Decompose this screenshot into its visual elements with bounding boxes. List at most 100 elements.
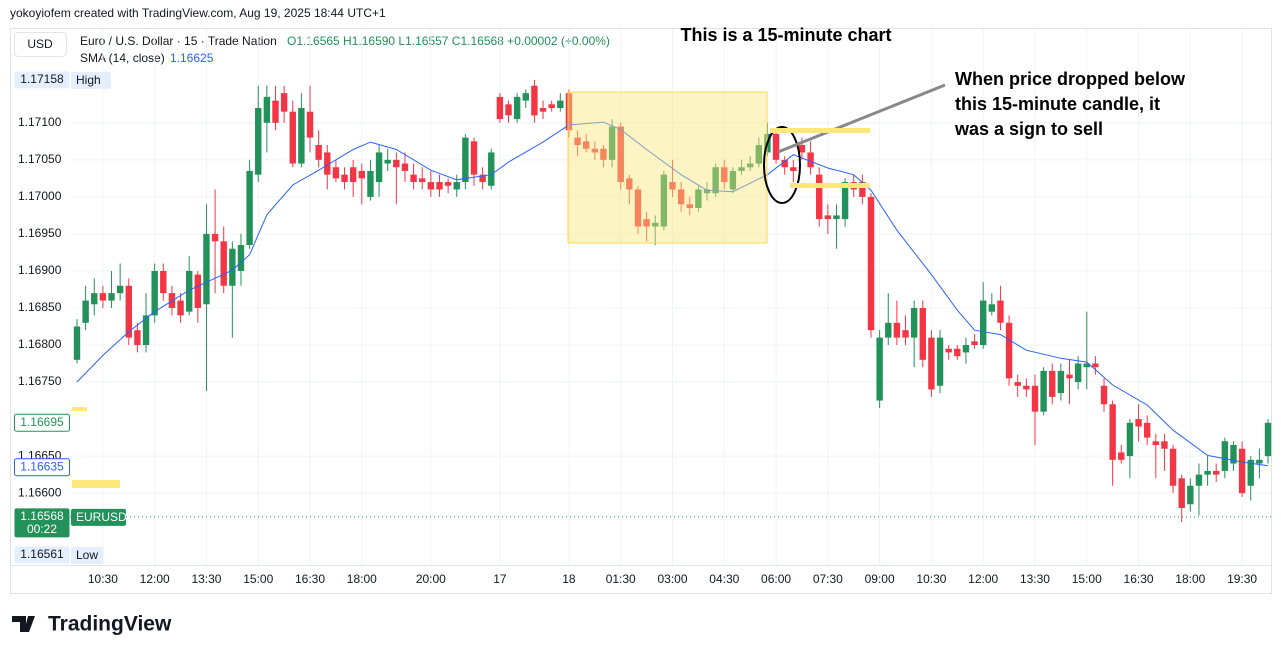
y-tick-label: 1.16850 xyxy=(18,300,62,314)
candle-body xyxy=(341,174,348,183)
candle-body xyxy=(246,170,253,246)
candle-body xyxy=(324,152,331,175)
candle-body xyxy=(1118,452,1125,460)
candle-body xyxy=(876,337,883,401)
arrow-line xyxy=(777,83,946,154)
candle-body xyxy=(539,107,547,112)
candle-body xyxy=(1005,322,1013,379)
x-tick-label: 12:00 xyxy=(140,572,170,586)
candle-body xyxy=(798,145,806,153)
candle-body xyxy=(695,189,702,208)
candle-body xyxy=(1135,419,1142,427)
price-tag-label: High xyxy=(76,73,101,87)
x-tick-label: 17 xyxy=(493,572,507,586)
indicator-value: 1.16625 xyxy=(170,51,214,65)
price-tag-label: Low xyxy=(76,548,98,562)
level-marker xyxy=(770,128,870,133)
candle-body xyxy=(1152,441,1160,446)
candle-body xyxy=(945,348,952,353)
candle-body xyxy=(479,174,486,183)
candle-body xyxy=(1187,485,1194,505)
candle-body xyxy=(194,274,202,308)
candle-body xyxy=(962,345,970,353)
candle-body xyxy=(116,285,124,294)
candle-body xyxy=(574,137,581,146)
candle-body xyxy=(634,189,642,227)
candle-body xyxy=(1178,478,1185,508)
price-tag-box xyxy=(14,458,70,477)
sma-line xyxy=(76,121,1269,467)
candle-body xyxy=(419,178,426,183)
candle-body xyxy=(436,182,443,190)
candle-body xyxy=(280,93,288,112)
annotation: this 15-minute candle, it xyxy=(955,94,1160,114)
price-tag-countdown: 00:22 xyxy=(27,522,57,536)
candle-body xyxy=(746,163,754,168)
candle-body xyxy=(755,145,763,164)
price-tag-box xyxy=(14,508,70,538)
candle-body xyxy=(686,204,693,208)
candle-body xyxy=(513,96,521,120)
candle-body xyxy=(979,300,987,346)
candle-body xyxy=(833,215,840,220)
logo: TradingView xyxy=(12,613,172,636)
candle-body xyxy=(781,159,788,168)
candle-body xyxy=(997,300,1004,323)
candle-body xyxy=(108,293,115,301)
candle-body xyxy=(1221,441,1229,471)
candle-body xyxy=(531,85,538,116)
x-tick-label: 18:00 xyxy=(347,572,377,586)
candle-body xyxy=(729,170,737,190)
indicator: SMA (14, close) xyxy=(80,51,165,65)
candle-body xyxy=(367,170,374,197)
candle-body xyxy=(738,167,745,171)
x-tick-label: 15:00 xyxy=(243,572,273,586)
currency[interactable]: USD xyxy=(27,37,53,51)
candle-body xyxy=(1014,382,1021,386)
candle-body xyxy=(1213,470,1220,475)
candle-body xyxy=(332,167,340,179)
candle-body xyxy=(1169,448,1177,486)
annotation: When price dropped below xyxy=(955,69,1186,89)
candle-body xyxy=(1049,370,1056,397)
candle-body xyxy=(902,330,909,338)
candle-body xyxy=(988,304,996,312)
candle-body xyxy=(427,182,435,190)
y-tick-label: 1.17050 xyxy=(18,152,62,166)
candle-body xyxy=(401,163,409,171)
currency-button[interactable] xyxy=(14,32,67,57)
candle-body xyxy=(1057,370,1065,394)
x-tick-label: 15:00 xyxy=(1072,572,1102,586)
price-tag-label: EURUSD xyxy=(76,510,127,524)
price-tag-label-box xyxy=(71,546,104,564)
candle-body xyxy=(375,152,383,183)
x-tick-label: 09:00 xyxy=(865,572,895,586)
candle-body xyxy=(220,241,227,286)
y-tick-label: 1.16750 xyxy=(18,374,62,388)
circle-marker xyxy=(763,126,801,204)
candle-body xyxy=(160,270,167,294)
candle-body xyxy=(841,182,849,220)
candle-body xyxy=(358,170,366,179)
candle-body xyxy=(608,126,616,160)
candle-body xyxy=(582,141,590,149)
price-tag-label-box xyxy=(71,508,126,526)
price-tag-label-box xyxy=(71,71,111,89)
x-tick-label: 20:00 xyxy=(416,572,446,586)
candle-body xyxy=(893,322,901,338)
x-tick-label: 16:30 xyxy=(295,572,325,586)
y-tick-label: 1.17100 xyxy=(18,115,62,129)
candle-body xyxy=(816,174,823,220)
candle-body xyxy=(721,167,728,183)
candle-body xyxy=(99,293,107,301)
candle-body xyxy=(522,93,529,101)
price-tag-value: 1.16561 xyxy=(20,547,64,561)
candle-body xyxy=(660,174,668,227)
y-tick-label: 1.16800 xyxy=(18,337,62,351)
candle-body xyxy=(1083,363,1090,368)
candle-body xyxy=(885,322,892,338)
x-tick-label: 19:30 xyxy=(1227,572,1257,586)
candle-body xyxy=(203,233,210,305)
candle-body xyxy=(349,167,357,183)
